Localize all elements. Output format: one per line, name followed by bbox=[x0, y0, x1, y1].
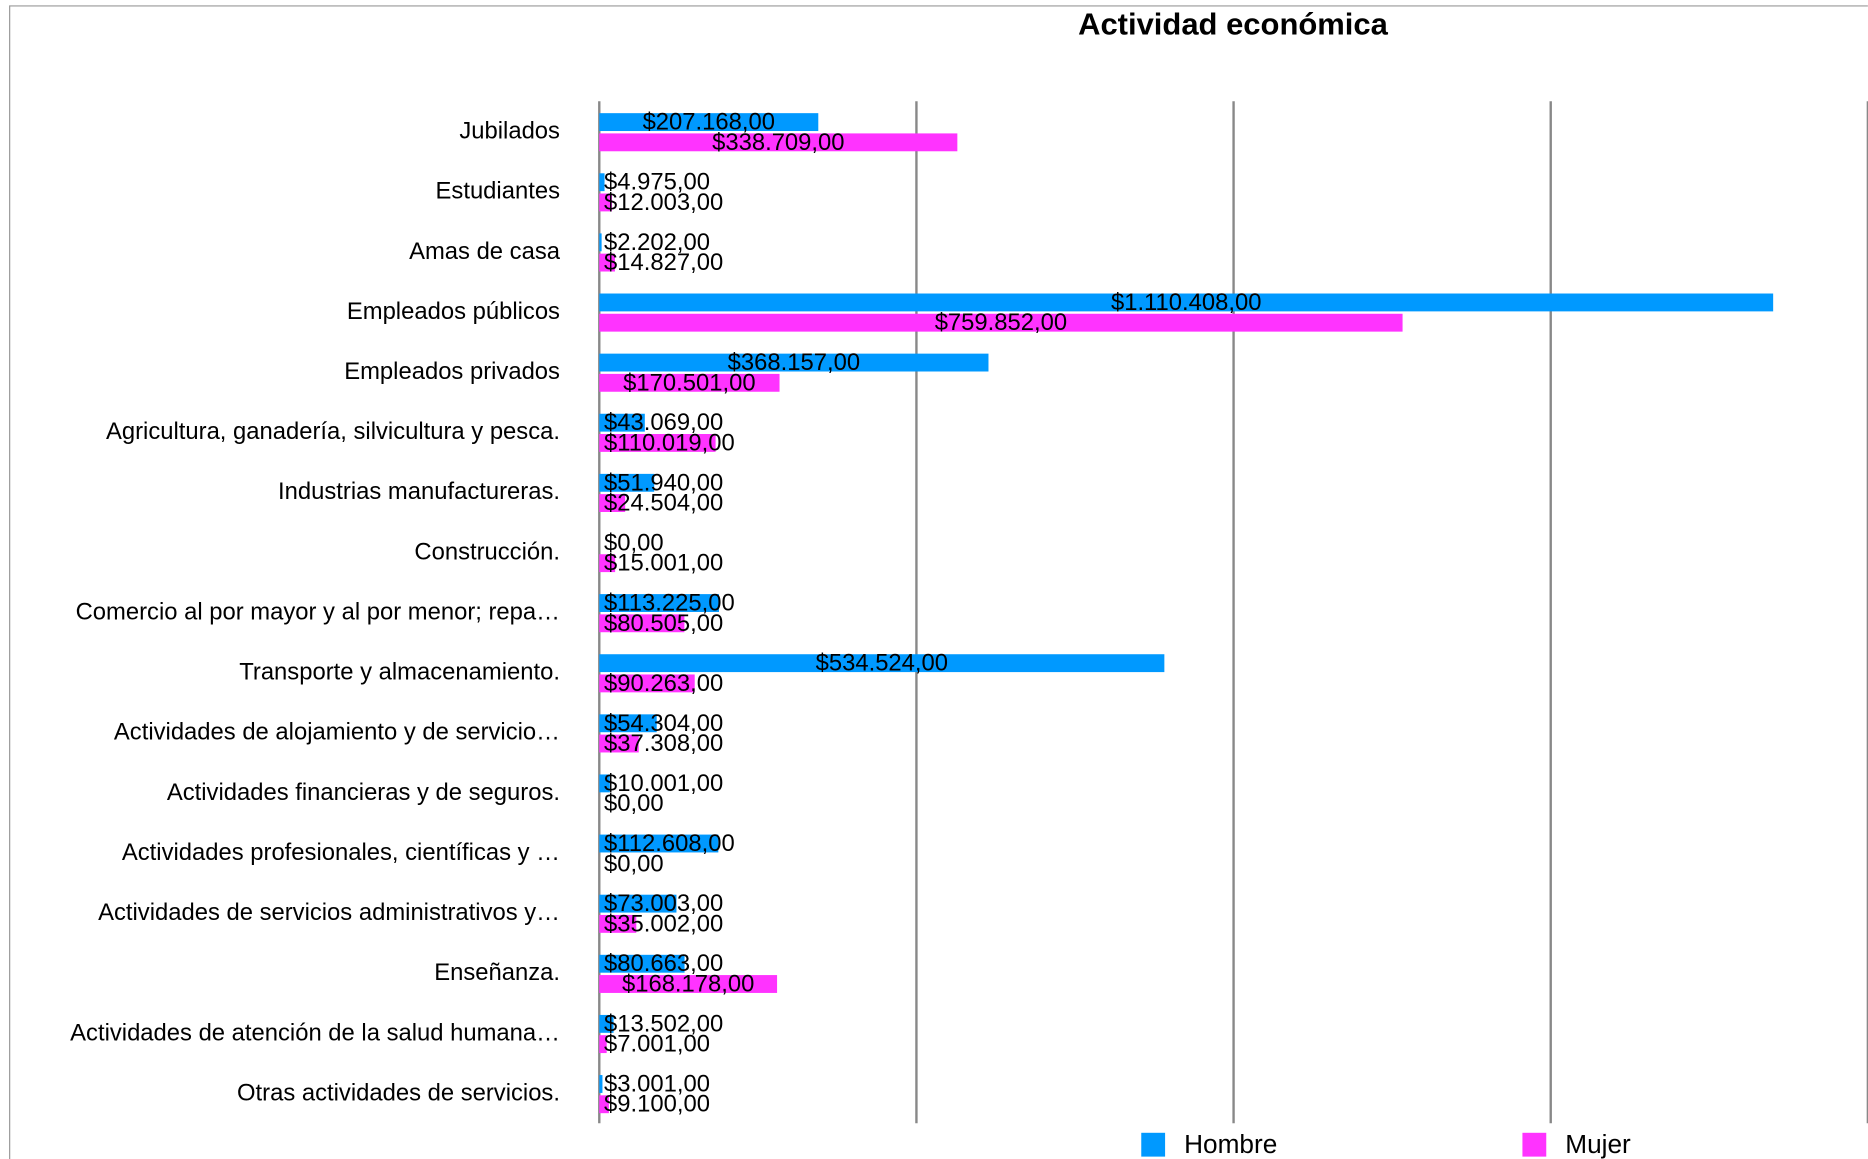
value-label: $338.709,00 bbox=[712, 129, 844, 156]
bar bbox=[599, 594, 719, 612]
bar bbox=[599, 373, 780, 392]
y-tick-label: Estudiantes bbox=[436, 178, 561, 205]
value-label: $9.100,00 bbox=[604, 1091, 710, 1118]
value-label: $168.178,00 bbox=[622, 970, 754, 997]
legend-swatch bbox=[1522, 1132, 1547, 1157]
value-label: $13.502,00 bbox=[604, 1010, 723, 1037]
value-label: $170.501,00 bbox=[623, 369, 755, 396]
value-label: $207.168,00 bbox=[643, 109, 775, 136]
bar bbox=[599, 233, 602, 252]
value-label: $1.110.408,00 bbox=[1111, 289, 1262, 316]
value-label: $51.940,00 bbox=[604, 469, 723, 496]
y-tick-label: Construcción. bbox=[414, 538, 560, 565]
value-label: $2.202,00 bbox=[604, 229, 710, 256]
y-tick-label: Amas de casa bbox=[409, 238, 561, 265]
value-label: $90.263,00 bbox=[604, 670, 723, 697]
bar bbox=[599, 975, 778, 993]
value-label: $112.608,00 bbox=[604, 830, 735, 857]
value-label: $12.003,00 bbox=[604, 189, 723, 216]
bar bbox=[599, 353, 989, 372]
bar bbox=[599, 1014, 614, 1033]
value-label: $0,00 bbox=[604, 850, 664, 877]
value-label: $15.001,00 bbox=[604, 550, 723, 577]
bar bbox=[599, 914, 637, 933]
bar bbox=[599, 554, 616, 573]
y-tick-label: Actividades profesionales, científicas y… bbox=[122, 839, 560, 866]
value-label: $7.001,00 bbox=[604, 1031, 710, 1058]
bar bbox=[599, 434, 716, 452]
bar bbox=[599, 774, 610, 793]
value-label: $4.975,00 bbox=[604, 169, 710, 196]
bar bbox=[599, 193, 612, 212]
bar bbox=[599, 413, 645, 432]
y-tick-label: Jubilados bbox=[459, 118, 560, 145]
bar bbox=[599, 834, 719, 853]
value-label: $534.524,00 bbox=[816, 650, 948, 677]
bar bbox=[599, 734, 639, 753]
bar bbox=[599, 253, 615, 272]
bar bbox=[599, 674, 695, 693]
bar bbox=[599, 614, 685, 633]
bar bbox=[599, 494, 626, 512]
bar bbox=[599, 954, 685, 973]
value-label: $10.001,00 bbox=[604, 770, 723, 797]
value-label: $35.002,00 bbox=[604, 910, 723, 937]
value-label: $113.225,00 bbox=[604, 590, 735, 617]
bar bbox=[599, 293, 1774, 312]
y-tick-label: Transporte y almacenamiento. bbox=[239, 659, 560, 686]
value-label: $43.069,00 bbox=[604, 409, 723, 436]
y-tick-label: Enseñanza. bbox=[434, 959, 560, 986]
value-label: $0,00 bbox=[604, 529, 664, 556]
y-tick-label: Actividades financieras y de seguros. bbox=[167, 779, 560, 806]
bar bbox=[599, 1095, 609, 1114]
legend-label: Hombre bbox=[1184, 1129, 1277, 1159]
legend-label: Mujer bbox=[1565, 1129, 1631, 1159]
value-label: $54.304,00 bbox=[604, 710, 723, 737]
y-tick-label: Actividades de alojamiento y de servicio… bbox=[114, 719, 560, 746]
y-tick-label: Comercio al por mayor y al por menor; re… bbox=[76, 598, 560, 625]
value-label: $110.019,00 bbox=[604, 429, 735, 456]
bar bbox=[599, 714, 657, 733]
value-label: $80.505,00 bbox=[604, 610, 723, 637]
bar bbox=[599, 1075, 603, 1093]
value-label: $73.003,00 bbox=[604, 890, 723, 917]
bar bbox=[599, 894, 677, 913]
value-label: $3.001,00 bbox=[604, 1070, 710, 1097]
bar bbox=[599, 173, 605, 192]
value-label: $80.663,00 bbox=[604, 950, 723, 977]
value-label: $759.852,00 bbox=[935, 309, 1067, 336]
legend-swatch bbox=[1141, 1132, 1166, 1157]
y-tick-label: Actividades de atención de la salud huma… bbox=[70, 1019, 560, 1046]
frame bbox=[9, 5, 1868, 1159]
y-tick-label: Actividades de servicios administrativos… bbox=[98, 899, 560, 926]
bar bbox=[599, 473, 655, 492]
bar bbox=[599, 133, 958, 152]
value-label: $24.504,00 bbox=[604, 490, 723, 517]
y-tick-label: Industrias manufactureras. bbox=[278, 478, 560, 505]
value-label: $368.157,00 bbox=[728, 349, 860, 376]
value-label: $0,00 bbox=[604, 790, 664, 817]
bar bbox=[599, 113, 819, 132]
y-tick-label: Empleados privados bbox=[344, 358, 560, 385]
value-label: $37.308,00 bbox=[604, 730, 723, 757]
bar bbox=[599, 654, 1165, 673]
y-tick-label: Agricultura, ganadería, silvicultura y p… bbox=[106, 418, 560, 445]
chart-title: Actividad económica bbox=[1078, 6, 1389, 41]
bar bbox=[599, 313, 1403, 332]
value-label: $14.827,00 bbox=[604, 249, 723, 276]
bar bbox=[599, 1035, 607, 1054]
y-tick-label: Otras actividades de servicios. bbox=[237, 1079, 560, 1106]
y-tick-label: Empleados públicos bbox=[347, 298, 560, 325]
